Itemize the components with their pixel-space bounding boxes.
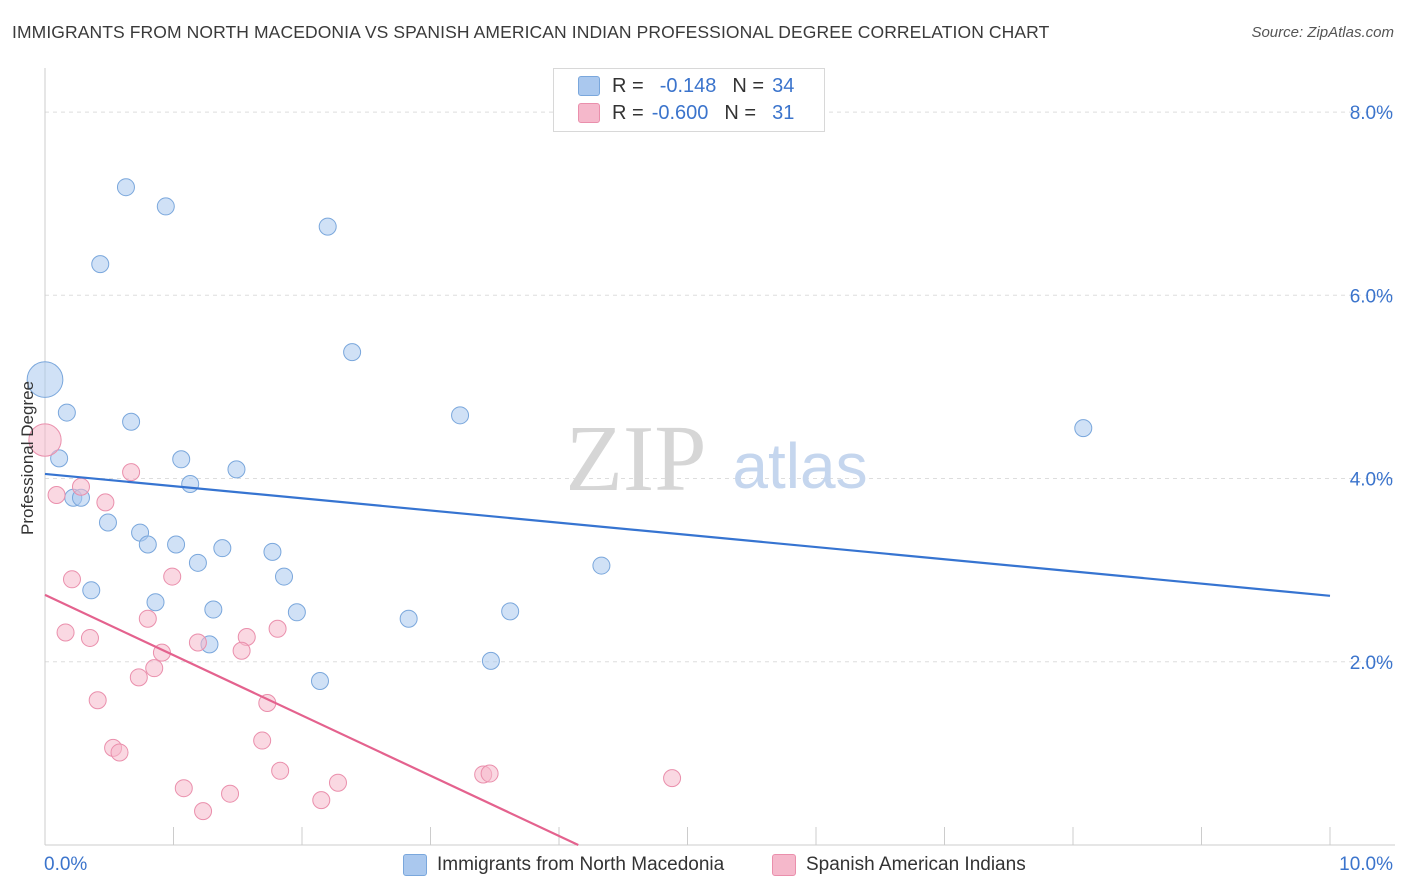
- data-point-blue: [481, 651, 500, 670]
- legend-r-label: R =: [612, 101, 644, 124]
- data-point-pink: [194, 802, 213, 821]
- legend-series-swatch-blue: [403, 854, 427, 876]
- legend-series-pink[interactable]: Spanish American Indians: [772, 852, 1026, 878]
- data-points: [26, 178, 1093, 821]
- data-point-blue: [213, 539, 232, 558]
- data-point-blue: [592, 556, 611, 575]
- data-point-blue: [318, 217, 337, 236]
- data-point-pink: [28, 423, 62, 457]
- legend-row-pink: R = -0.600 N = 31: [578, 100, 794, 126]
- y-tick-label: 6.0%: [1350, 286, 1393, 307]
- data-point-blue: [122, 412, 141, 431]
- data-point-pink: [271, 761, 290, 780]
- tick-labels: 2.0% 4.0% 6.0% 8.0% 0.0% 10.0%: [44, 103, 1393, 875]
- y-tick-label: 2.0%: [1350, 653, 1393, 674]
- data-point-pink: [268, 619, 287, 638]
- legend-row-blue: R = -0.148 N = 34: [578, 73, 794, 99]
- data-point-blue: [263, 542, 282, 561]
- data-point-pink: [138, 609, 157, 628]
- x-tick-label: 0.0%: [44, 854, 87, 875]
- data-point-pink: [253, 731, 272, 750]
- data-point-blue: [399, 609, 418, 628]
- data-point-pink: [232, 641, 251, 660]
- watermark: ZIP atlas: [566, 407, 868, 511]
- data-point-pink: [163, 567, 182, 586]
- trend-line-pink: [44, 593, 579, 846]
- data-point-blue: [275, 567, 294, 586]
- data-point-pink: [110, 743, 129, 762]
- data-point-pink: [328, 773, 347, 792]
- legend-n-value: 31: [772, 101, 795, 124]
- trend-lines: [44, 472, 1331, 846]
- data-point-blue: [156, 197, 175, 216]
- data-point-blue: [50, 449, 69, 468]
- data-point-pink: [88, 691, 107, 710]
- legend-n-label: N =: [732, 74, 765, 97]
- legend-r-label: R =: [612, 74, 644, 97]
- grid-lines: [45, 111, 1395, 663]
- legend-n-label: N =: [724, 101, 757, 124]
- legend-r-value: -0.148: [659, 74, 717, 97]
- watermark-atlas: atlas: [732, 430, 867, 502]
- data-point-blue: [343, 343, 362, 362]
- y-tick-label: 8.0%: [1350, 103, 1393, 124]
- chart-title: IMMIGRANTS FROM NORTH MACEDONIA VS SPANI…: [12, 22, 1050, 42]
- legend-swatch-blue: [578, 76, 600, 96]
- y-tick-label: 4.0%: [1350, 470, 1393, 491]
- correlation-legend: R = -0.148 N = 34 R = -0.600 N = 31: [553, 68, 825, 132]
- legend-series-swatch-pink: [772, 854, 796, 876]
- data-point-pink: [47, 486, 66, 505]
- data-point-blue: [287, 603, 306, 622]
- data-point-blue: [1074, 419, 1093, 438]
- data-point-blue: [204, 600, 223, 619]
- y-axis-title: Professional Degree: [18, 380, 37, 536]
- data-point-blue: [82, 581, 101, 600]
- data-point-pink: [62, 570, 81, 589]
- legend-series-label: Immigrants from North Macedonia: [437, 854, 725, 875]
- data-point-blue: [172, 450, 191, 469]
- data-point-blue: [188, 553, 207, 572]
- data-point-pink: [71, 477, 90, 496]
- data-point-blue: [26, 361, 64, 398]
- data-point-blue: [138, 535, 157, 554]
- data-point-blue: [146, 593, 165, 612]
- data-point-pink: [174, 779, 193, 798]
- data-point-pink: [80, 628, 99, 647]
- data-point-pink: [122, 463, 141, 482]
- data-point-blue: [91, 255, 110, 274]
- data-point-blue: [167, 535, 186, 554]
- data-point-blue: [116, 178, 135, 197]
- data-point-blue: [501, 602, 520, 621]
- axes: [44, 68, 1395, 846]
- data-point-blue: [98, 513, 117, 532]
- data-point-blue: [310, 672, 329, 691]
- data-point-blue: [181, 475, 200, 494]
- data-point-pink: [221, 784, 240, 803]
- legend-series-label: Spanish American Indians: [806, 854, 1026, 875]
- legend-series-blue[interactable]: Immigrants from North Macedonia: [403, 852, 724, 878]
- data-point-pink: [56, 623, 75, 642]
- x-tick-label: 10.0%: [1339, 854, 1393, 875]
- data-point-pink: [663, 769, 682, 788]
- data-point-pink: [312, 791, 331, 810]
- data-point-pink: [96, 493, 115, 512]
- data-point-pink: [480, 764, 499, 783]
- legend-n-value: 34: [772, 74, 795, 97]
- data-point-blue: [227, 460, 246, 479]
- watermark-zip: ZIP: [566, 407, 707, 511]
- legend-r-value: -0.600: [651, 101, 709, 124]
- data-point-pink: [188, 633, 207, 652]
- legend-swatch-pink: [578, 103, 600, 123]
- data-point-pink: [129, 668, 148, 687]
- source-credit: Source: ZipAtlas.com: [1251, 24, 1394, 41]
- trend-line-blue: [44, 472, 1331, 597]
- data-point-pink: [145, 659, 164, 678]
- data-point-blue: [451, 406, 470, 425]
- data-point-blue: [57, 403, 76, 422]
